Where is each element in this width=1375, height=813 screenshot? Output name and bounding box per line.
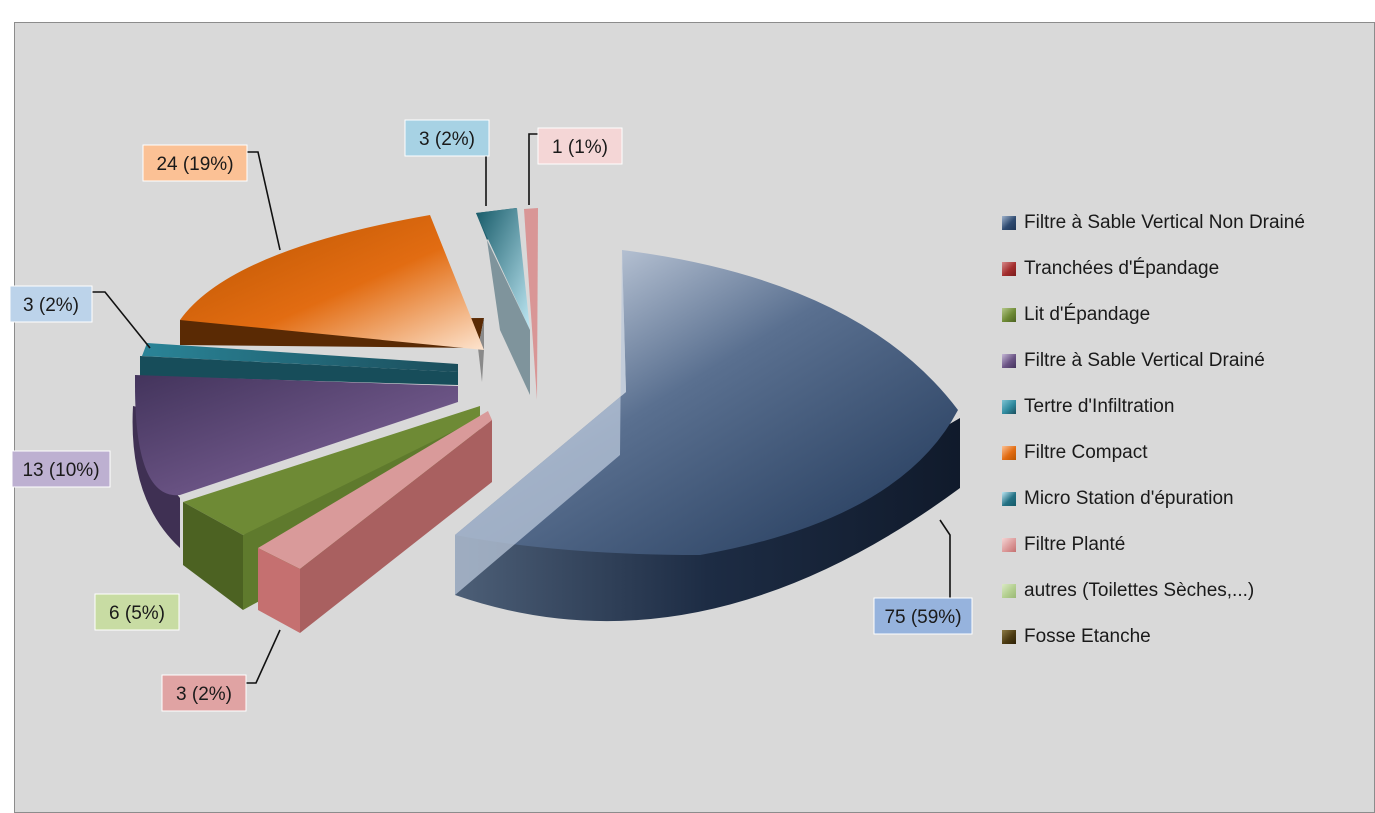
legend-item-7: Filtre Planté	[1002, 522, 1362, 568]
leader-line-4	[90, 292, 150, 348]
legend-label-6: Micro Station d'épuration	[1024, 488, 1234, 510]
svg-text:6 (5%): 6 (5%)	[109, 603, 165, 624]
legend-label-7: Filtre Planté	[1024, 534, 1125, 556]
legend-label-3: Filtre à Sable Vertical Drainé	[1024, 350, 1265, 372]
legend-label-0: Filtre à Sable Vertical Non Drainé	[1024, 212, 1305, 234]
pie-slice-6	[476, 208, 530, 395]
legend-swatch-1	[1002, 262, 1016, 276]
legend-label-5: Filtre Compact	[1024, 442, 1148, 464]
legend-swatch-0	[1002, 216, 1016, 230]
leader-line-0	[940, 520, 950, 600]
data-label-4: 3 (2%)	[10, 286, 92, 322]
legend-item-3: Filtre à Sable Vertical Drainé	[1002, 338, 1362, 384]
legend: Filtre à Sable Vertical Non Drainé Tranc…	[1002, 200, 1362, 660]
svg-text:3 (2%): 3 (2%)	[419, 129, 475, 150]
svg-text:3 (2%): 3 (2%)	[176, 684, 232, 705]
legend-swatch-7	[1002, 538, 1016, 552]
data-label-1: 3 (2%)	[162, 675, 246, 711]
legend-item-6: Micro Station d'épuration	[1002, 476, 1362, 522]
data-label-6: 3 (2%)	[405, 120, 489, 156]
data-label-5: 24 (19%)	[143, 145, 247, 181]
legend-swatch-5	[1002, 446, 1016, 460]
legend-item-0: Filtre à Sable Vertical Non Drainé	[1002, 200, 1362, 246]
legend-swatch-6	[1002, 492, 1016, 506]
pie-chart: 75 (59%) 3 (2%) 6 (5%) 13 (10%) 3 (2%) 2…	[0, 0, 1000, 813]
svg-text:75 (59%): 75 (59%)	[884, 607, 961, 628]
data-label-7: 1 (1%)	[538, 128, 622, 164]
legend-item-8: autres (Toilettes Sèches,...)	[1002, 568, 1362, 614]
svg-text:3 (2%): 3 (2%)	[23, 295, 79, 316]
legend-label-8: autres (Toilettes Sèches,...)	[1024, 580, 1254, 602]
legend-swatch-3	[1002, 354, 1016, 368]
svg-text:13 (10%): 13 (10%)	[22, 460, 99, 481]
legend-label-2: Lit d'Épandage	[1024, 304, 1150, 326]
legend-item-5: Filtre Compact	[1002, 430, 1362, 476]
data-label-2: 6 (5%)	[95, 594, 179, 630]
svg-text:1 (1%): 1 (1%)	[552, 137, 608, 158]
data-label-0: 75 (59%)	[874, 598, 972, 634]
svg-text:24 (19%): 24 (19%)	[156, 154, 233, 175]
legend-item-1: Tranchées d'Épandage	[1002, 246, 1362, 292]
leader-line-1	[242, 630, 280, 683]
leader-line-5	[247, 152, 280, 250]
legend-label-1: Tranchées d'Épandage	[1024, 258, 1219, 280]
legend-item-4: Tertre d'Infiltration	[1002, 384, 1362, 430]
legend-swatch-2	[1002, 308, 1016, 322]
legend-swatch-4	[1002, 400, 1016, 414]
legend-label-9: Fosse Etanche	[1024, 626, 1151, 648]
leader-line-7	[529, 134, 538, 205]
legend-swatch-8	[1002, 584, 1016, 598]
data-label-3: 13 (10%)	[12, 451, 110, 487]
legend-item-2: Lit d'Épandage	[1002, 292, 1362, 338]
legend-label-4: Tertre d'Infiltration	[1024, 396, 1174, 418]
legend-item-9: Fosse Etanche	[1002, 614, 1362, 660]
legend-swatch-9	[1002, 630, 1016, 644]
